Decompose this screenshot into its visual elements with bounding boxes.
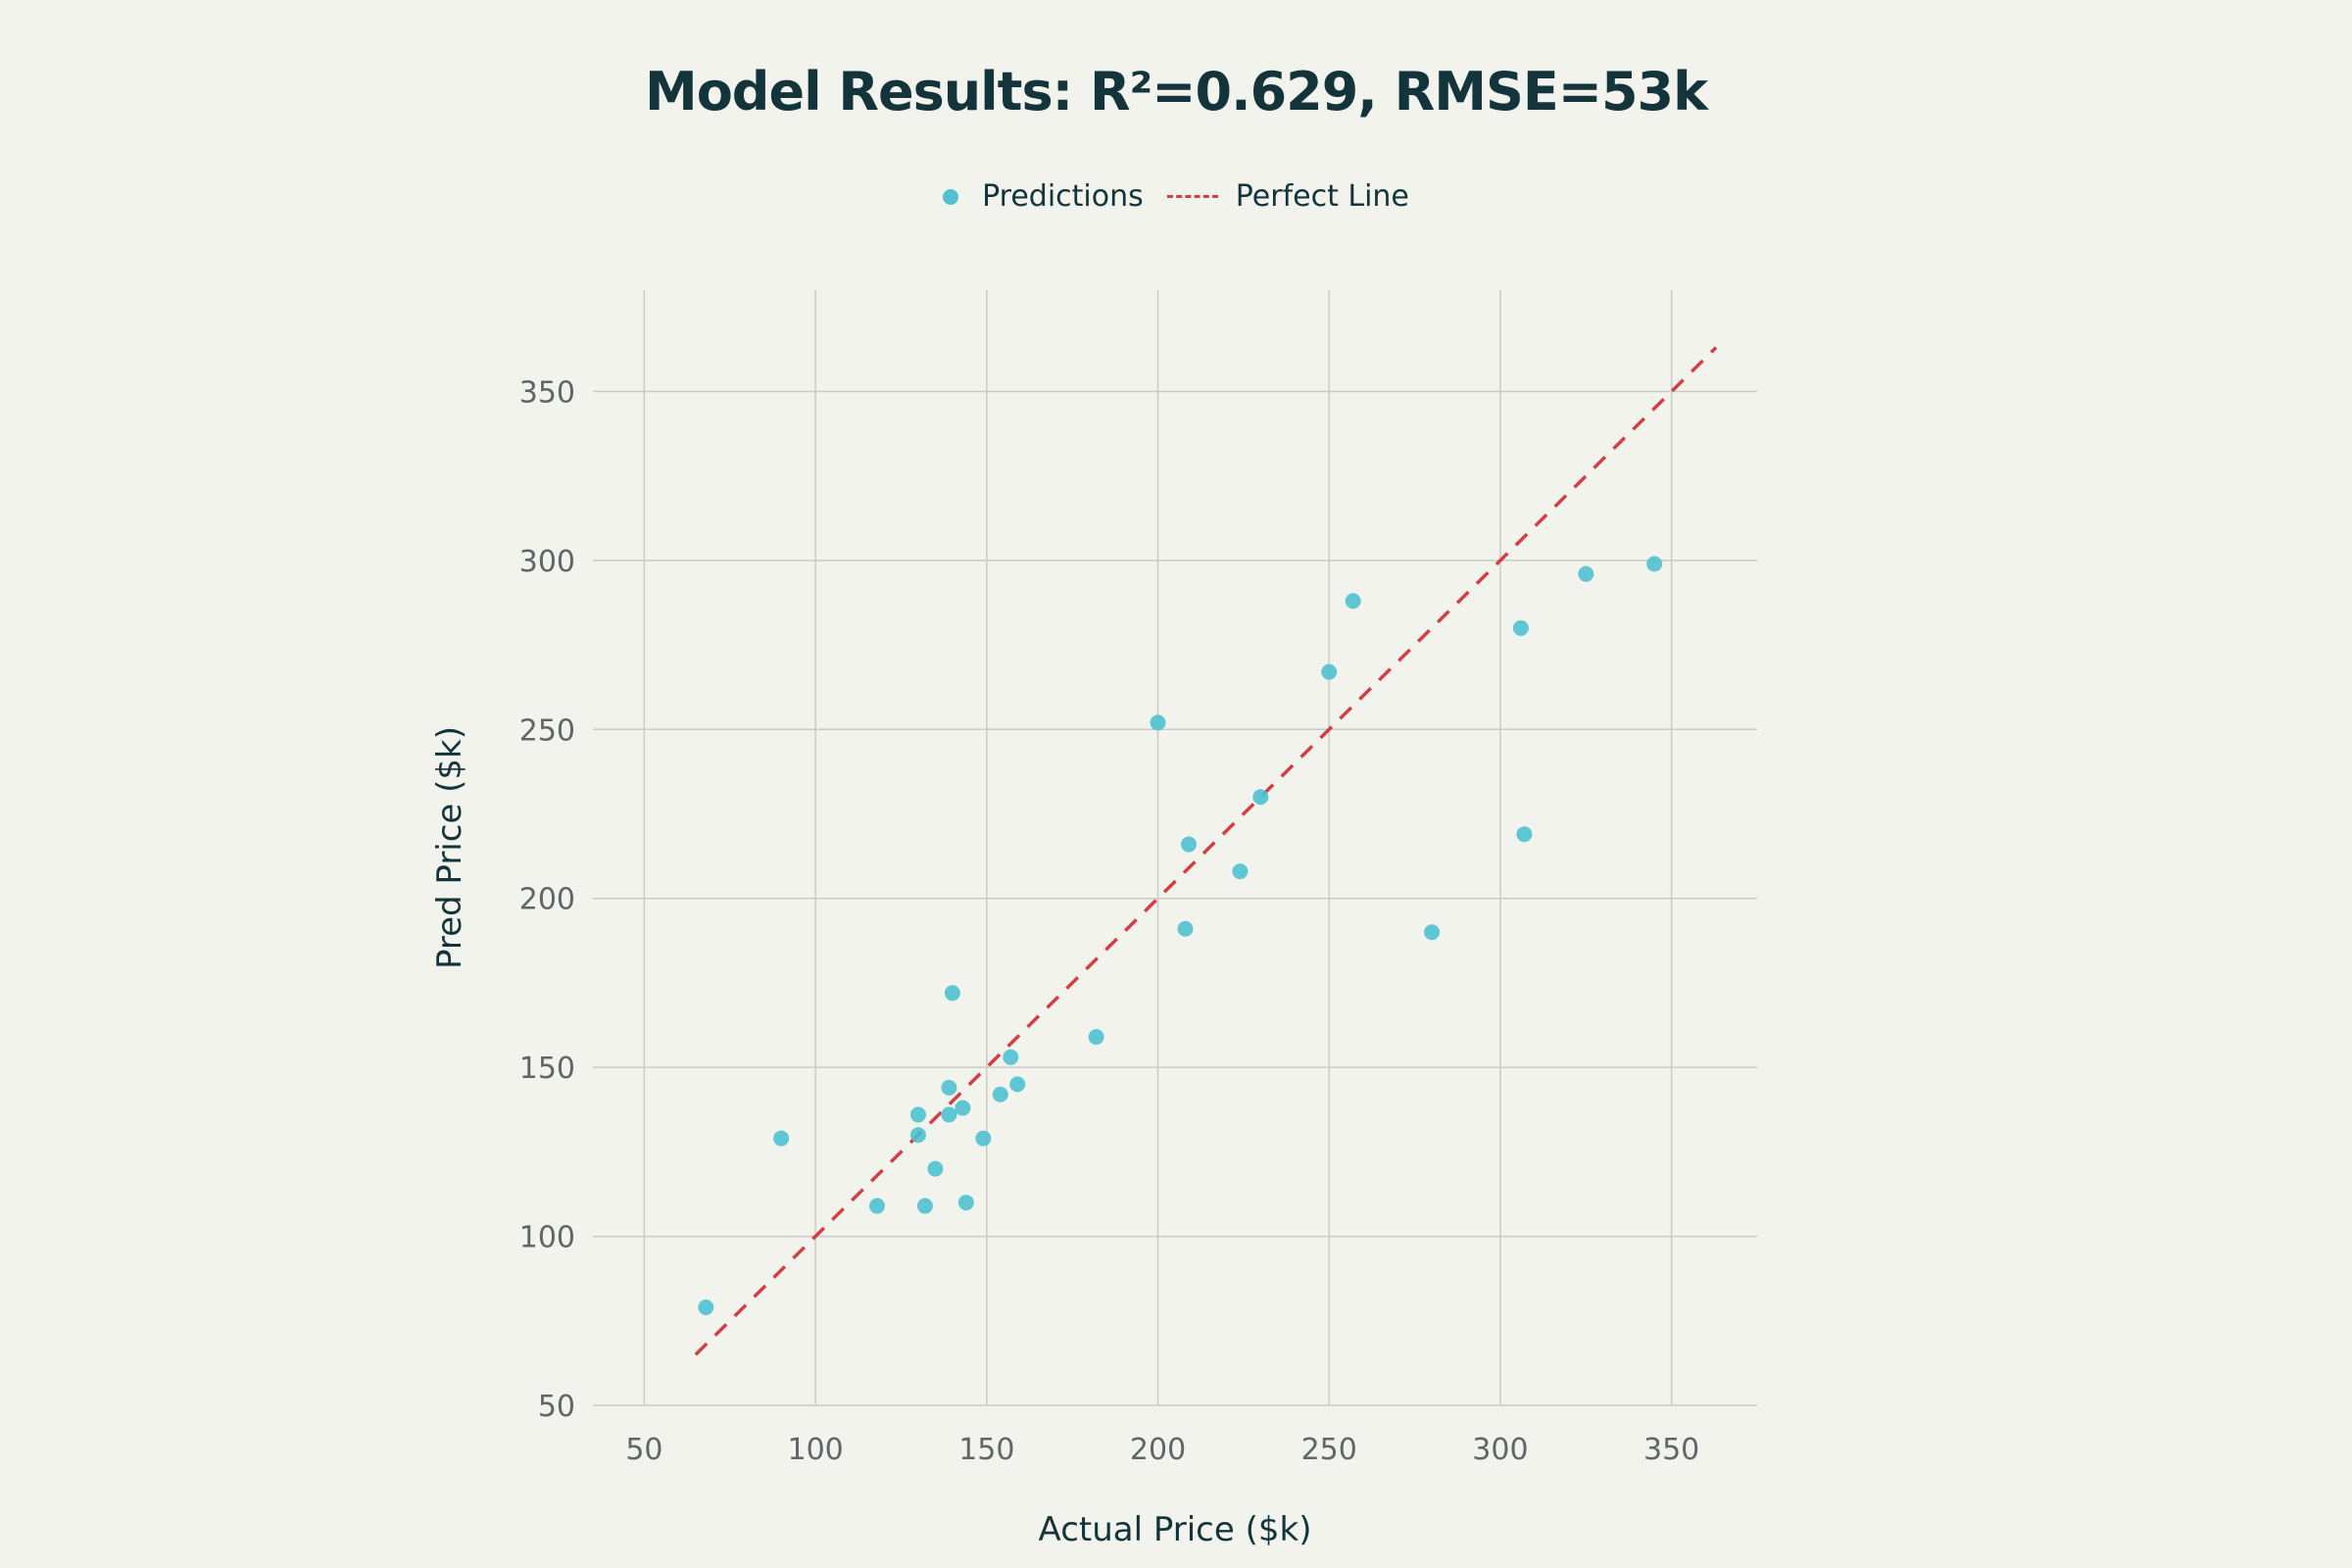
tick-layer: 50 100 150 200 250 300 350 50 100 150 200 250 300 350 xyxy=(519,375,1700,1467)
x-tick-label: 150 xyxy=(958,1433,1014,1467)
y-tick-label: 300 xyxy=(519,545,575,579)
legend-perfect-line-marker xyxy=(1166,195,1218,198)
data-point xyxy=(941,1079,957,1096)
data-point xyxy=(955,1100,971,1116)
y-tick-label: 50 xyxy=(538,1390,575,1424)
x-axis-title: Actual Price ($k) xyxy=(1039,1510,1312,1549)
data-point xyxy=(1512,619,1529,636)
data-point xyxy=(1177,920,1194,937)
data-point xyxy=(1516,826,1533,843)
data-point xyxy=(957,1195,974,1211)
perfect-line xyxy=(694,346,1718,1356)
data-point xyxy=(1232,863,1249,880)
grid-layer xyxy=(593,290,1757,1406)
data-point xyxy=(1646,556,1663,572)
data-point xyxy=(1321,663,1338,680)
x-tick-label: 100 xyxy=(787,1433,843,1467)
data-point xyxy=(1009,1076,1026,1093)
legend-predictions-marker xyxy=(943,188,959,205)
data-point xyxy=(1578,565,1594,582)
data-point xyxy=(1345,593,1361,610)
line-layer xyxy=(694,346,1718,1356)
data-point xyxy=(1424,924,1441,941)
legend-predictions-label: Predictions xyxy=(982,179,1144,214)
y-tick-label: 150 xyxy=(519,1052,575,1086)
x-tick-label: 250 xyxy=(1301,1433,1357,1467)
x-tick-label: 350 xyxy=(1643,1433,1699,1467)
data-point xyxy=(1150,714,1166,731)
data-point xyxy=(909,1127,926,1144)
data-point xyxy=(1180,836,1197,853)
y-tick-label: 200 xyxy=(519,883,575,917)
x-tick-label: 50 xyxy=(625,1433,662,1467)
data-point xyxy=(1252,789,1269,806)
legend-perfect-line-label: Perfect Line xyxy=(1235,179,1409,214)
data-point xyxy=(909,1106,926,1123)
data-point xyxy=(975,1130,992,1147)
data-point xyxy=(927,1160,944,1177)
y-tick-label: 250 xyxy=(519,713,575,748)
data-point xyxy=(698,1298,714,1315)
data-point xyxy=(992,1086,1008,1102)
data-point xyxy=(1088,1029,1104,1046)
point-layer xyxy=(698,556,1663,1315)
chart-title: Model Results: R²=0.629, RMSE=53k xyxy=(644,61,1708,122)
legend: Predictions Perfect Line xyxy=(0,179,2352,214)
data-point xyxy=(944,985,960,1002)
y-axis-title: Pred Price ($k) xyxy=(430,726,469,969)
legend-item-perfect-line[interactable]: Perfect Line xyxy=(1166,179,1409,214)
data-point xyxy=(941,1106,957,1123)
x-tick-label: 200 xyxy=(1130,1433,1186,1467)
y-tick-label: 100 xyxy=(519,1221,575,1255)
data-point xyxy=(916,1198,933,1214)
data-point xyxy=(869,1198,886,1214)
data-point xyxy=(773,1130,790,1147)
legend-item-predictions[interactable]: Predictions xyxy=(943,179,1144,214)
y-tick-label: 350 xyxy=(519,375,575,410)
data-point xyxy=(1003,1049,1019,1065)
x-tick-label: 300 xyxy=(1472,1433,1528,1467)
